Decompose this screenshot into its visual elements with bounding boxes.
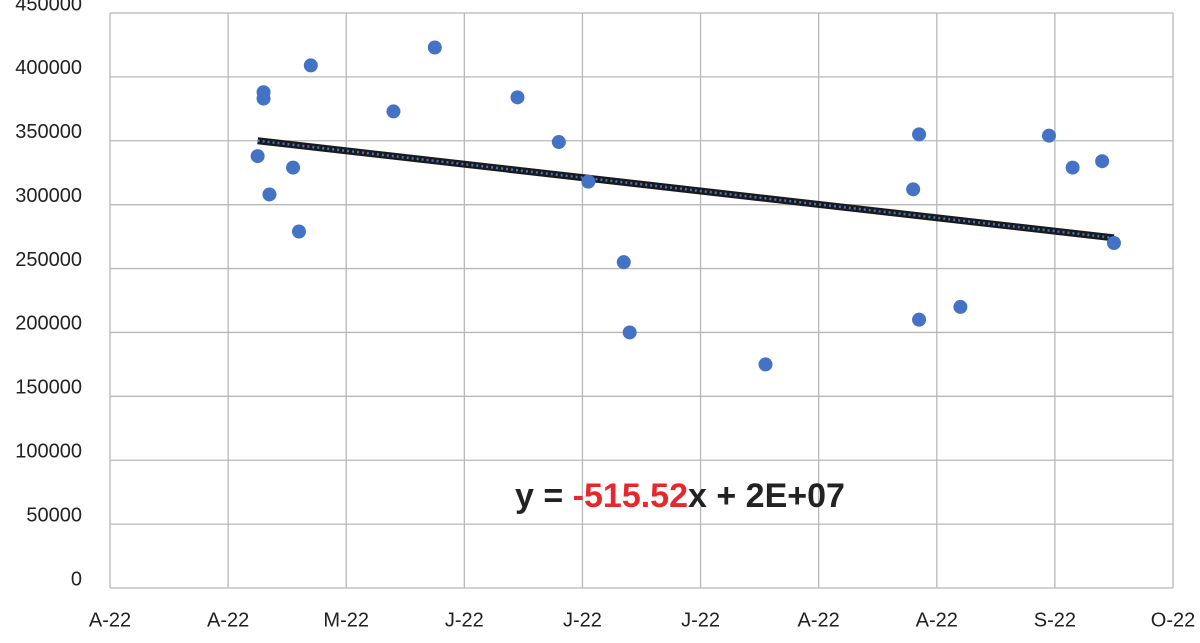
- equation-slope: -515.52: [573, 477, 688, 515]
- point: [1065, 160, 1080, 175]
- point: [256, 91, 271, 106]
- x-tick-label: J-22: [563, 609, 602, 631]
- y-tick-label: 150000: [15, 377, 82, 399]
- x-tick-label: A-22: [207, 609, 249, 631]
- point: [510, 90, 525, 105]
- point: [1041, 128, 1056, 143]
- trend-equation: y = -515.52x + 2E+07: [515, 477, 845, 515]
- y-tick-label: 50000: [26, 504, 82, 526]
- y-tick-label: 350000: [15, 121, 82, 143]
- x-tick-label: S-22: [1034, 609, 1076, 631]
- point: [1095, 154, 1110, 169]
- y-tick-label: 0: [71, 568, 82, 590]
- point: [386, 104, 401, 119]
- x-tick-label: J-22: [445, 609, 484, 631]
- point: [622, 325, 637, 340]
- equation-suffix: x + 2E+07: [688, 477, 845, 515]
- x-tick-label: J-22: [681, 609, 720, 631]
- y-tick-label: 400000: [15, 57, 82, 79]
- point: [250, 149, 265, 164]
- y-tick-label: 450000: [15, 0, 82, 15]
- point: [616, 255, 631, 270]
- x-tick-label: A-22: [916, 609, 958, 631]
- point: [1106, 236, 1121, 250]
- y-tick-label: 100000: [15, 441, 82, 463]
- point: [912, 127, 927, 142]
- x-tick-label: O-22: [1151, 609, 1195, 631]
- point: [291, 224, 306, 239]
- x-tick-label: M-22: [323, 609, 369, 631]
- point: [758, 357, 773, 372]
- y-tick-label: 200000: [15, 313, 82, 335]
- y-tick-label: 250000: [15, 249, 82, 271]
- point: [286, 160, 301, 175]
- y-tick-label: 300000: [15, 185, 82, 207]
- point: [581, 174, 596, 189]
- x-tick-label: A-22: [89, 609, 131, 631]
- equation-prefix: y =: [515, 477, 573, 515]
- point: [427, 40, 442, 55]
- point: [551, 135, 566, 150]
- point: [262, 187, 277, 202]
- trendline-dots: [257, 139, 1115, 240]
- x-tick-label: A-22: [798, 609, 840, 631]
- point: [912, 312, 927, 327]
- point: [906, 182, 921, 197]
- point: [953, 299, 968, 314]
- point: [303, 58, 318, 73]
